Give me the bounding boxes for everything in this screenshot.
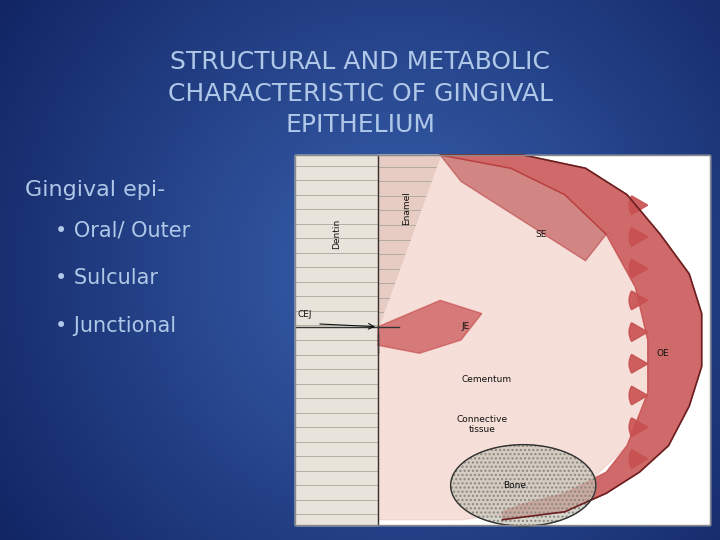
Text: CEJ: CEJ xyxy=(297,310,312,319)
Polygon shape xyxy=(378,155,440,327)
Text: • Sulcular: • Sulcular xyxy=(55,268,158,288)
Text: • Oral/ Outer: • Oral/ Outer xyxy=(55,220,190,240)
Text: SE: SE xyxy=(536,230,547,239)
Text: Connective
tissue: Connective tissue xyxy=(456,415,508,434)
Text: JE: JE xyxy=(461,322,469,331)
Wedge shape xyxy=(629,450,648,468)
Polygon shape xyxy=(378,300,482,353)
Ellipse shape xyxy=(451,444,596,526)
Wedge shape xyxy=(629,196,648,214)
Polygon shape xyxy=(440,155,702,519)
Text: Cementum: Cementum xyxy=(461,375,511,384)
Text: • Junctional: • Junctional xyxy=(55,316,176,336)
Bar xyxy=(295,155,378,525)
Wedge shape xyxy=(629,386,648,405)
Text: Bone: Bone xyxy=(503,481,526,490)
Wedge shape xyxy=(629,323,648,341)
Wedge shape xyxy=(629,291,648,310)
Text: Dentin: Dentin xyxy=(332,219,341,249)
Wedge shape xyxy=(629,227,648,246)
Bar xyxy=(295,155,710,525)
Wedge shape xyxy=(629,259,648,278)
Polygon shape xyxy=(440,155,606,261)
Bar xyxy=(295,155,710,525)
Text: OE: OE xyxy=(656,349,669,357)
Polygon shape xyxy=(378,155,648,519)
Text: STRUCTURAL AND METABOLIC
CHARACTERISTIC OF GINGIVAL
EPITHELIUM: STRUCTURAL AND METABOLIC CHARACTERISTIC … xyxy=(168,50,552,137)
Wedge shape xyxy=(629,354,648,373)
Text: Enamel: Enamel xyxy=(402,191,412,225)
Wedge shape xyxy=(629,418,648,436)
Text: Gingival epi-: Gingival epi- xyxy=(25,180,166,200)
